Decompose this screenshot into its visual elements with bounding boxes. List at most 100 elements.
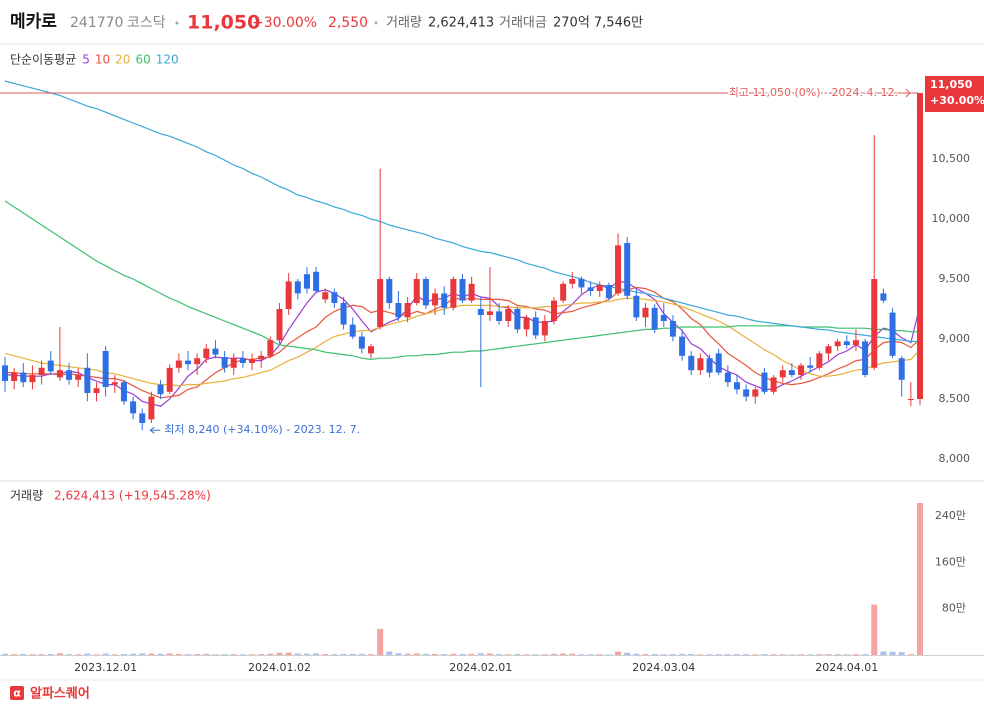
candle-body <box>441 293 448 308</box>
volume-bar <box>852 654 859 655</box>
market: 코스닥 <box>127 15 166 31</box>
candle-body <box>669 321 676 337</box>
candle-body <box>843 341 850 345</box>
separator-dot <box>374 21 378 25</box>
candle-body <box>569 279 576 284</box>
volume-bar <box>340 653 347 655</box>
x-tick-label: 2024.03.04 <box>632 661 695 674</box>
candle-body <box>770 377 777 392</box>
volume-bar <box>605 654 612 655</box>
volume-bar <box>551 653 557 655</box>
volume-bar <box>148 653 155 655</box>
volume-bar <box>633 653 640 655</box>
volume-bar <box>38 654 45 655</box>
volume-bar <box>624 652 631 655</box>
volume-bar <box>688 653 695 655</box>
candle-body <box>267 340 274 356</box>
volume-bar <box>322 654 329 655</box>
candle-body <box>459 279 466 301</box>
volume-bar <box>761 654 768 655</box>
candle-body <box>303 274 310 289</box>
volume-bar <box>239 654 246 655</box>
volume-bar <box>587 654 594 655</box>
ma-legend-entry: 120 <box>156 53 179 67</box>
candle-body <box>203 348 210 359</box>
volume-bar <box>93 654 100 655</box>
candle-body <box>605 285 612 299</box>
ma-line <box>4 297 921 387</box>
candle-body <box>38 367 45 375</box>
candle-body <box>551 300 557 321</box>
volume-bar <box>578 654 585 655</box>
candle-body <box>285 281 292 309</box>
candle-body <box>660 315 667 321</box>
candle-body <box>514 309 521 330</box>
candle-body <box>139 413 146 423</box>
candle-body <box>29 375 36 383</box>
y-tick-label: 9,000 <box>939 332 971 345</box>
candle-body <box>130 401 137 414</box>
candle-body <box>368 346 374 354</box>
y-tick-label: 10,000 <box>932 212 971 225</box>
logo-box <box>10 686 24 700</box>
volume-bar <box>917 503 923 655</box>
volume-bar <box>267 653 274 655</box>
volume-bar <box>505 654 512 655</box>
candle-body <box>120 382 127 402</box>
ma-legend-entry: 20 <box>115 53 130 67</box>
candle-body <box>294 281 301 294</box>
candle-body <box>496 311 503 321</box>
separator-dot <box>175 21 179 25</box>
candle-body <box>633 295 640 318</box>
candle-body <box>468 283 475 301</box>
candle-body <box>404 303 411 318</box>
volume-bar <box>432 653 439 655</box>
y-tick-label: 8,500 <box>939 392 971 405</box>
candle-body <box>477 309 484 315</box>
volume-bar <box>679 653 686 655</box>
volume-bar <box>871 604 878 655</box>
candle-body <box>322 292 329 300</box>
volume-bar <box>523 654 530 655</box>
candle-body <box>84 367 91 393</box>
candle-body <box>615 245 622 294</box>
candle-body <box>2 365 8 381</box>
candle-body <box>249 359 256 363</box>
volume-bar <box>569 653 576 655</box>
amount-label: 거래대금 <box>499 16 547 31</box>
candle-body <box>239 358 246 363</box>
candle-body <box>651 307 658 330</box>
volume-bar <box>11 654 18 655</box>
candle-body <box>313 271 320 291</box>
volume-bar <box>386 651 393 655</box>
volume-bar <box>20 653 27 655</box>
volume-bar <box>770 654 777 655</box>
volume-bar <box>560 653 567 655</box>
candle-body <box>377 279 384 327</box>
brand: 알파스퀘어 <box>30 686 90 702</box>
y-tick-label: 8,000 <box>939 452 971 465</box>
y2-tick-label: 80만 <box>942 602 966 615</box>
logo-glyph: α <box>13 687 21 700</box>
candle-body <box>175 360 182 368</box>
candle-body <box>898 358 905 380</box>
volume-bar <box>880 651 887 655</box>
volume-bar <box>185 654 191 655</box>
candle-body <box>395 303 402 318</box>
volume-bar <box>175 653 182 655</box>
volume-bar <box>75 654 82 655</box>
volume-bar <box>166 653 173 655</box>
volume-bar <box>368 654 374 655</box>
volume-bar <box>441 654 448 655</box>
volume-bar <box>303 653 310 655</box>
candle-body <box>413 279 420 303</box>
volume-label: 거래량 <box>386 16 422 31</box>
candle-body <box>532 317 539 336</box>
last-price-label: 11,050 <box>930 78 973 91</box>
volume-bar <box>889 651 896 655</box>
candle-body <box>349 324 356 337</box>
candle-body <box>852 340 859 345</box>
volume-bar <box>249 654 256 655</box>
